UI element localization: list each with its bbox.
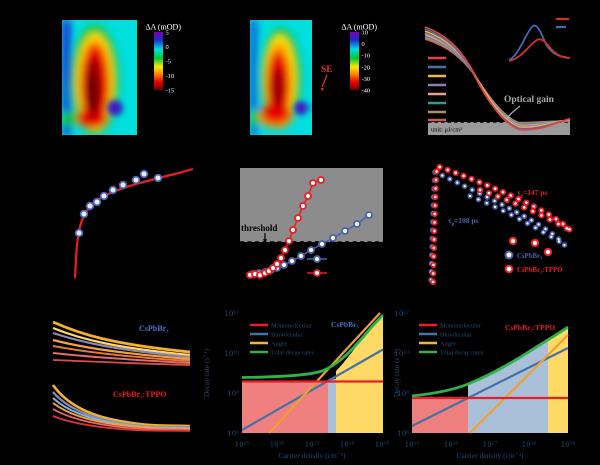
xtick: 10¹⁶ [270,441,285,449]
xtick: 10¹⁵ [405,441,420,449]
fluence-unit-label: unit: μJ/cm² [431,127,462,134]
red-series-points [246,176,325,279]
top-subpanel-label: CsPbBr₃ [139,324,169,333]
panel-i-xticks: 10¹⁵ 10¹⁶ 10¹⁷ 10¹⁸ 10¹⁹ [405,441,576,449]
colorbar-a-tick: -15 [166,88,175,95]
colorbar-b-tick: -20 [362,64,371,71]
decays-top-cspbbr3 [52,320,191,366]
panel-e-threshold: threshold [240,168,383,279]
heatmap-b-blobs [250,20,312,135]
colorbar-b [350,32,359,90]
colorbar-b-title: ΔA (mOD) [341,23,377,32]
spectra-curves [424,26,571,131]
panel-i-yticks: 10¹² 10¹⁰ 10⁸ 10⁶ [394,310,409,438]
legend-auger: Auger [271,341,288,348]
xtick: 10¹⁷ [305,441,320,449]
fluence-legend-swatches [428,56,446,122]
legend-bimolecular: Bimolecular [271,332,303,339]
colorbar-b-ticks: 10 0 -10 -20 -30 -40 [362,30,371,95]
data-points [74,169,163,238]
panel-b-heatmap: ΔA (mOD) 10 0 -10 -20 -30 -40 SE [250,20,377,135]
ytick: 10⁸ [397,390,409,398]
colorbar-b-tick: -40 [362,88,371,95]
xtick: 10¹⁶ [444,441,459,449]
bottom-subpanel-label: CsPbBr₃:TPPO [113,390,167,399]
legend-total: Total decay rates [271,350,315,357]
ytick: 10⁶ [227,430,239,438]
ytick: 10¹² [394,310,409,318]
heatmap-a-blobs [62,20,123,135]
red-trace-dots [429,161,577,286]
bimolecular-region [468,338,548,433]
panel-h-rates: Monomolecular Bimolecular Auger Total de… [202,310,389,460]
legend-bimolecular: Bimolecular [440,332,472,339]
colorbar-b-tick: 0 [362,41,365,48]
xtick: 10¹⁵ [235,441,250,449]
xtick: 10¹⁹ [561,441,576,449]
panel-f-legend: CsPbBr₃ CsPbBr₃:TPPO [504,250,562,274]
tau-label-red: τg=147 ps [517,188,548,199]
rate-lines [241,312,384,434]
legend-total: Total decay rates [440,350,484,357]
panel-i-xlabel: Carrier density (cm⁻³) [456,451,524,460]
xtick: 10¹⁹ [375,441,390,449]
legend-auger: Auger [440,341,457,348]
panel-h-xticks: 10¹⁵ 10¹⁶ 10¹⁷ 10¹⁸ 10¹⁹ [235,441,390,449]
panel-h-ylabel: Decay rate (s⁻¹) [202,348,211,397]
panel-i-ylabel: Decay rate (s⁻¹) [392,348,401,397]
legend-monomolecular: Monomolecular [271,323,313,330]
panel-f-kinetics: τg=147 ps τg=108 ps CsPbBr₃ CsPbBr₃:TPPO [428,161,577,286]
colorbar-a-tick: -5 [166,59,171,66]
bimolecular-region [328,378,336,433]
se-arrow-icon [320,74,328,91]
optical-gain-arrow-icon [506,105,521,120]
tau-label-blue: τg=108 ps [448,216,479,227]
panel-i-title: CsPbBr₃:TPPO [505,323,555,332]
ytick: 10⁶ [397,430,409,438]
panel-e-legend [307,255,327,277]
ytick: 10¹⁰ [394,350,409,358]
panel-h-title: CsPbBr₃ [331,320,359,329]
xtick: 10¹⁸ [522,441,537,449]
ytick: 10¹⁰ [224,350,239,358]
threshold-arrow-icon [262,233,268,243]
panel-g-decays: CsPbBr₃ CsPbBr₃:TPPO [51,320,191,432]
fit-curve [73,167,194,279]
panel-i-legend: Monomolecular Bimolecular Auger Total de… [419,323,484,357]
auger-region [548,326,568,433]
panel-h-yticks: 10¹² 10¹⁰ 10⁸ 10⁶ [224,310,239,438]
colorbar-a-title: ΔA (mOD) [145,23,181,32]
panel-d-saturation [73,167,194,279]
panel-a-heatmap: ΔA (mOD) 5 0 -5 -10 -15 [62,20,181,135]
legend-label-cspbbr3: CsPbBr₃ [517,253,542,260]
optical-gain-label: Optical gain [504,95,555,105]
colorbar-b-tick: -30 [362,76,371,83]
ytick: 10⁸ [227,390,239,398]
decays-bottom-tppo [51,384,191,432]
auger-region [336,315,383,433]
colorbar-a-ticks: 5 0 -5 -10 -15 [166,30,175,95]
colorbar-a-tick: -10 [166,73,175,80]
xtick: 10¹⁸ [340,441,355,449]
ytick: 10¹² [224,310,239,318]
colorbar-a-tick: 5 [166,30,169,37]
panel-h-legend: Monomolecular Bimolecular Auger Total de… [250,323,315,357]
threshold-label: threshold [241,223,277,233]
panel-c-spectra: unit: μJ/cm² Optical gain [424,17,571,135]
rate-lines [411,325,569,434]
pl-ase-inset [508,17,571,62]
panel-h-xlabel: Carrier density (cm⁻³) [278,451,346,460]
legend-monomolecular: Monomolecular [440,323,482,330]
legend-label-cspbbr3-tppo: CsPbBr₃:TPPO [517,267,562,274]
colorbar-a [154,32,163,90]
colorbar-b-tick: -10 [362,53,371,60]
se-annotation: SE [321,65,333,75]
colorbar-b-tick: 10 [362,30,369,37]
colorbar-a-tick: 0 [166,44,169,51]
panel-i-rates: Monomolecular Bimolecular Auger Total de… [392,310,575,460]
xtick: 10¹⁷ [483,441,498,449]
